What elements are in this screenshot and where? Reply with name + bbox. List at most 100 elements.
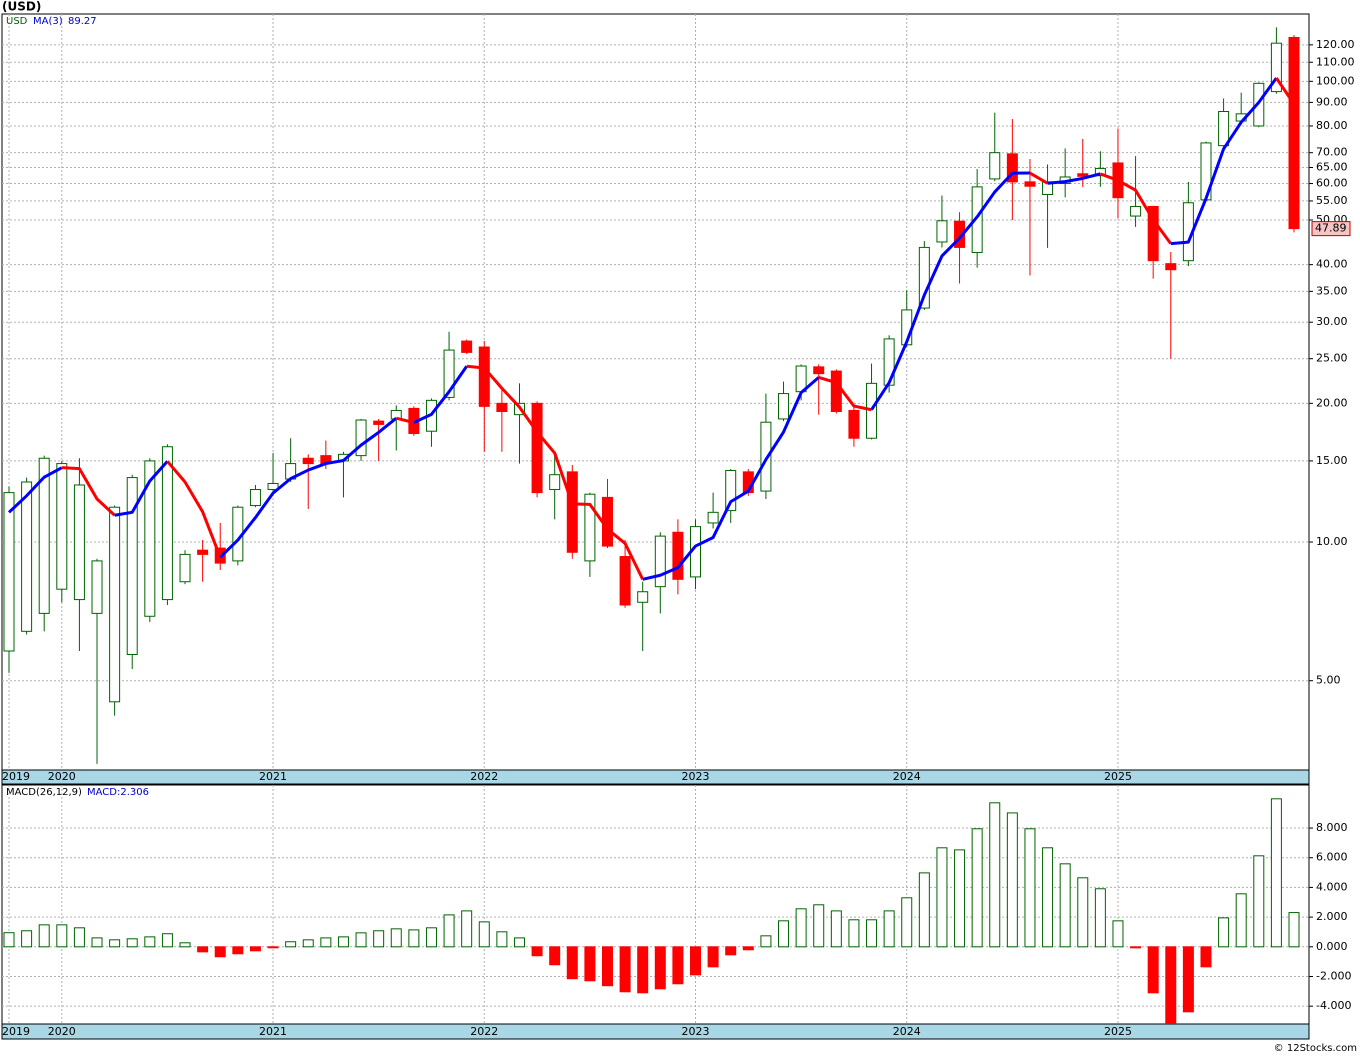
- y-tick-label: 10.00: [1316, 535, 1348, 548]
- y-tick-label: -2.000: [1316, 969, 1351, 982]
- y-tick-label: 2.000: [1316, 910, 1348, 923]
- macd-current-label: MACD:: [87, 787, 120, 798]
- macd-bar: [936, 847, 948, 948]
- macd-bar: [795, 908, 807, 948]
- ma-line: [1275, 77, 1296, 105]
- macd-bar: [1042, 847, 1054, 948]
- macd-bar: [742, 946, 754, 951]
- y-tick-label: 4.000: [1316, 880, 1348, 893]
- macd-bar: [1288, 912, 1300, 948]
- macd-bar: [778, 920, 790, 948]
- candle-body: [848, 409, 860, 439]
- macd-bar: [320, 937, 332, 948]
- macd-bar: [109, 939, 121, 948]
- macd-bar: [126, 938, 138, 948]
- ma-line: [7, 466, 63, 514]
- y-tick-label: 15.00: [1316, 454, 1348, 467]
- y-tick-label: 6.000: [1316, 851, 1348, 864]
- macd-bar: [1094, 888, 1106, 948]
- macd-bar: [337, 936, 349, 948]
- x-tick-label: 2025: [1104, 770, 1132, 783]
- macd-bar: [513, 937, 525, 948]
- y-tick-label: 55.00: [1316, 194, 1348, 207]
- candle-body: [531, 402, 543, 494]
- ma-line: [1099, 172, 1172, 245]
- macd-frame: [1, 784, 1310, 1040]
- candle-body: [725, 469, 737, 512]
- candle-body: [971, 186, 983, 254]
- macd-bar: [566, 946, 578, 980]
- macd-bar: [1130, 946, 1142, 949]
- y-tick-label: 60.00: [1316, 177, 1348, 190]
- macd-current: MACD:2.306: [87, 787, 149, 798]
- x-tick-label: 2024: [893, 1025, 921, 1038]
- candle-body: [56, 463, 68, 590]
- macd-bar: [654, 946, 666, 990]
- macd-bar: [971, 828, 983, 948]
- x-tick-label: 2024: [893, 770, 921, 783]
- ma-line: [413, 365, 468, 424]
- macd-bar: [232, 946, 244, 955]
- candle-body: [778, 393, 790, 420]
- candle-body: [443, 349, 455, 398]
- ma-line: [114, 460, 169, 517]
- candle-body: [373, 420, 385, 425]
- candle-body: [38, 457, 50, 614]
- macd-bar: [91, 937, 103, 948]
- candle-body: [707, 511, 719, 524]
- candle-body: [654, 535, 666, 588]
- y-tick-label: -4.000: [1316, 999, 1351, 1012]
- y-tick-label: 25.00: [1316, 352, 1348, 365]
- ma-line: [219, 417, 398, 559]
- candle-body: [672, 531, 684, 580]
- y-tick-label: 65.00: [1316, 161, 1348, 174]
- candle-body: [355, 419, 367, 457]
- macd-bar: [1006, 812, 1018, 948]
- candle-body: [1130, 205, 1142, 217]
- candle-body: [1147, 205, 1159, 262]
- marks: [3, 27, 1300, 1024]
- candle-body: [161, 446, 173, 601]
- macd-bar: [619, 946, 631, 993]
- candle-body: [1094, 167, 1106, 177]
- y-tick-label: 100.00: [1316, 74, 1355, 87]
- last-price-box: [1311, 221, 1351, 237]
- macd-bar: [1235, 893, 1247, 948]
- x-tick-label: 2019: [2, 770, 30, 783]
- macd-bar: [1059, 863, 1071, 948]
- macd-current-value: 2.306: [120, 787, 149, 798]
- y-tick-label: 80.00: [1316, 119, 1348, 132]
- macd-bar: [954, 849, 966, 948]
- x-tick-label: 2023: [682, 770, 710, 783]
- macd-bar: [73, 927, 85, 948]
- macd-bar: [1112, 920, 1124, 948]
- last-price-label: 47.89: [1315, 222, 1347, 235]
- macd-bar: [601, 946, 613, 987]
- ma-line: [870, 171, 1030, 411]
- macd-bar: [425, 927, 437, 948]
- x-tick-label: 2022: [470, 1025, 498, 1038]
- macd-bar: [760, 935, 772, 948]
- y-tick-label: 8.000: [1316, 821, 1348, 834]
- candle-body: [918, 246, 930, 309]
- candle-body: [1006, 153, 1018, 183]
- macd-bar: [373, 930, 385, 948]
- macd-bar: [1077, 877, 1089, 948]
- ma-line: [642, 376, 820, 581]
- y-tick-label: 70.00: [1316, 146, 1348, 159]
- macd-bar: [584, 946, 596, 982]
- candle-body: [267, 482, 279, 491]
- macd-bar: [1218, 917, 1230, 948]
- ma-value: 89.27: [68, 16, 97, 27]
- x-tick-label: 2025: [1104, 1025, 1132, 1038]
- candle-body: [249, 489, 261, 507]
- candle-body: [496, 402, 508, 413]
- y-tick-label: 5.00: [1316, 674, 1341, 687]
- macd-bar: [3, 932, 15, 948]
- candle-body: [1288, 36, 1300, 230]
- grid: [2, 14, 1313, 1024]
- candle-body: [813, 366, 825, 375]
- ma-line: [818, 375, 872, 412]
- macd-name: MACD(26,12,9): [6, 787, 82, 798]
